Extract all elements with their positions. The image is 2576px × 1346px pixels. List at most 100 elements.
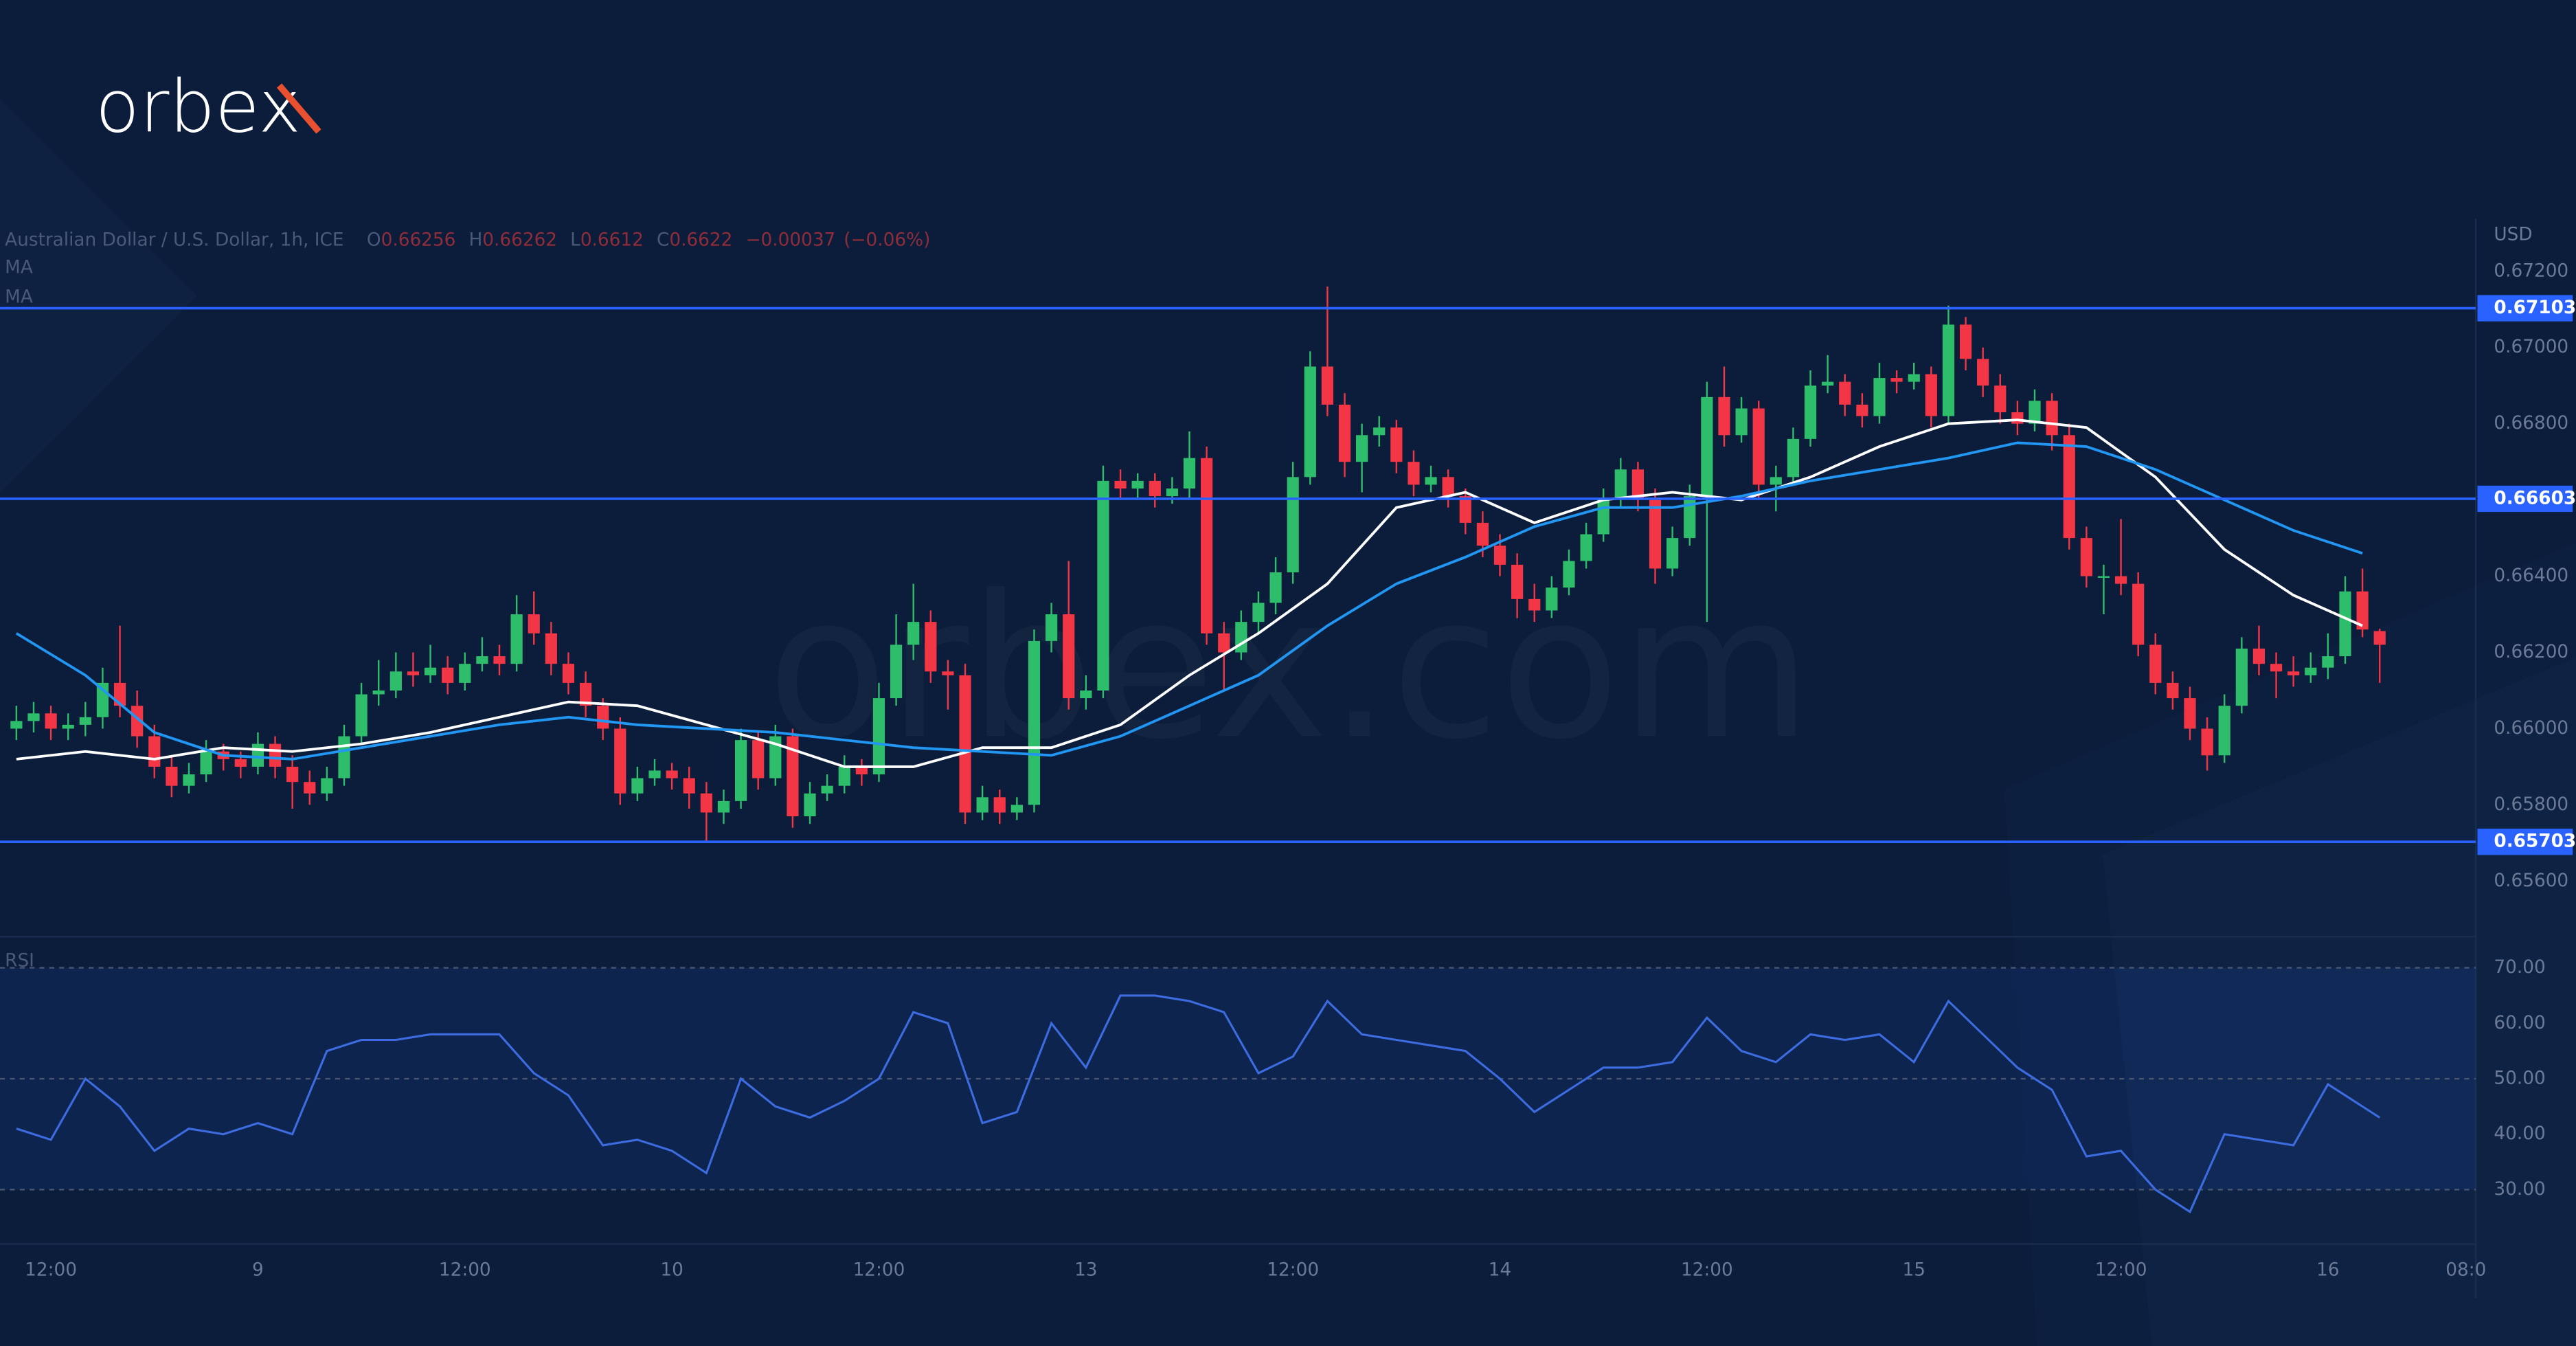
- ma-legend: MA: [5, 257, 33, 278]
- candle-body: [787, 736, 799, 817]
- candle-body: [1063, 614, 1075, 699]
- candle-body: [1304, 366, 1316, 478]
- candle-body: [1252, 603, 1265, 622]
- candle-body: [2270, 664, 2283, 672]
- candle-body: [528, 614, 540, 633]
- ohlc-label: L: [570, 229, 580, 250]
- candle-body: [304, 782, 316, 794]
- x-tick-label: 08:0: [2445, 1259, 2486, 1280]
- candle-body: [1476, 522, 1489, 546]
- ohlc-label: H: [469, 229, 483, 250]
- candle-body: [717, 800, 730, 813]
- logo-accent: [276, 83, 321, 134]
- y-tick-label: 0.67000: [2494, 337, 2568, 357]
- candle-body: [2029, 401, 2041, 424]
- candle-body: [1908, 374, 1920, 382]
- candle-body: [2184, 698, 2196, 729]
- candle-body: [1977, 359, 1989, 386]
- candle-body: [1287, 477, 1299, 573]
- candle-body: [821, 785, 833, 794]
- candle-body: [700, 793, 712, 813]
- candle-body: [1131, 480, 1144, 489]
- candle-body: [2287, 671, 2300, 675]
- candle-body: [838, 766, 850, 786]
- candle-body: [1873, 378, 1886, 416]
- x-tick-label: 16: [2316, 1259, 2339, 1280]
- candle-body: [1959, 324, 1972, 359]
- candle-body: [2132, 583, 2145, 645]
- header: Australian Dollar / U.S. Dollar, 1h, ICE…: [5, 229, 930, 250]
- candle-body: [2322, 656, 2334, 668]
- candle-body: [1839, 381, 1851, 405]
- candle-body: [251, 743, 264, 767]
- candle-body: [2356, 591, 2369, 630]
- candle-body: [976, 797, 988, 813]
- candle-body: [648, 770, 661, 778]
- y-tick-label: 70.00: [2494, 957, 2545, 978]
- level-label: 0.66603: [2494, 488, 2576, 508]
- candle-body: [1442, 477, 1454, 497]
- level-label: 0.67103: [2494, 298, 2576, 318]
- candle-body: [545, 633, 557, 664]
- rsi-line: [16, 994, 2381, 1214]
- candle-body: [1770, 477, 1782, 485]
- close: 0.6622: [669, 229, 732, 250]
- candle-body: [269, 743, 282, 767]
- x-tick-label: 12:00: [1267, 1259, 1319, 1280]
- candle-body: [1822, 381, 1834, 386]
- candle-body: [1614, 469, 1627, 500]
- candle-body: [1269, 572, 1282, 603]
- symbol: Australian Dollar / U.S. Dollar, 1h, ICE: [5, 229, 343, 250]
- candle-body: [355, 694, 368, 737]
- candle-body: [1804, 385, 1817, 439]
- high: 0.66262: [482, 229, 557, 250]
- candle-body: [1546, 587, 1558, 611]
- candle-body: [1459, 496, 1471, 523]
- ma-line: [15, 441, 2363, 761]
- logo: orbex: [95, 65, 302, 149]
- level-label: 0.65703: [2494, 831, 2576, 852]
- candle-body: [1166, 488, 1178, 497]
- candle-body: [1890, 378, 1903, 382]
- candle-body: [2011, 412, 2024, 424]
- candle-body: [183, 774, 195, 786]
- candle-body: [1493, 546, 1506, 565]
- candle-body: [1356, 435, 1368, 462]
- level-tag: [2477, 295, 2573, 322]
- candle-body: [1856, 404, 1868, 416]
- x-tick-label: 12:00: [2095, 1259, 2147, 1280]
- y-tick-label: 0.67200: [2494, 260, 2568, 281]
- candle-body: [338, 736, 350, 778]
- x-tick-label: 12:00: [25, 1259, 77, 1280]
- candle-body: [683, 778, 695, 794]
- candle-body: [890, 644, 903, 699]
- candle-body: [2080, 538, 2092, 576]
- candle-body: [407, 671, 420, 675]
- candle-body: [2167, 682, 2179, 699]
- decor: [2103, 657, 2576, 1346]
- candle-body: [1925, 374, 1937, 416]
- candle-body: [62, 724, 74, 729]
- candle-body: [148, 736, 161, 767]
- candle-body: [1752, 408, 1765, 485]
- level-tag: [2477, 829, 2573, 855]
- candle-body: [1580, 534, 1592, 561]
- ohlc-label: C: [657, 229, 669, 250]
- candle-body: [1787, 438, 1800, 478]
- candle-body: [1080, 690, 1092, 699]
- candle-body: [734, 740, 747, 801]
- y-tick-label: 0.66400: [2494, 565, 2568, 586]
- y-tick-label: 30.00: [2494, 1179, 2545, 1200]
- candle-body: [2305, 667, 2317, 675]
- ma-line: [16, 418, 2363, 768]
- ma-legend: MA: [5, 287, 33, 308]
- candle-body: [925, 622, 937, 672]
- candle-body: [1183, 458, 1196, 489]
- candle-body: [1338, 404, 1351, 462]
- candle-body: [2114, 576, 2127, 584]
- candle-body: [1200, 458, 1213, 633]
- candle-body: [1667, 538, 1679, 569]
- candle-body: [131, 706, 144, 737]
